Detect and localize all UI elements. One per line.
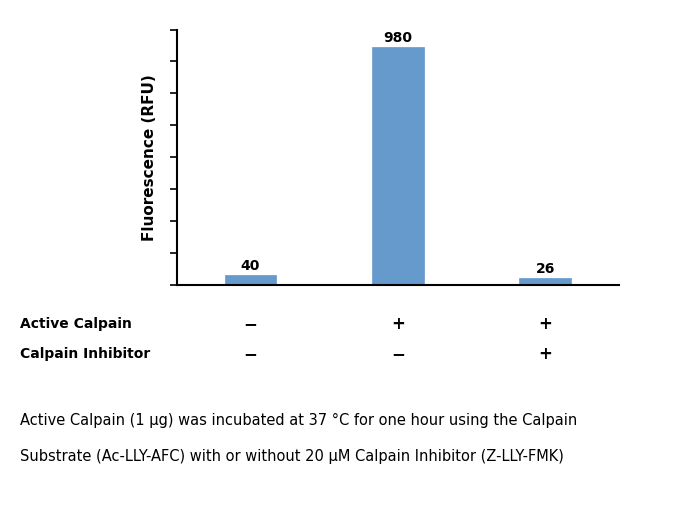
Text: Active Calpain (1 μg) was incubated at 37 °C for one hour using the Calpain: Active Calpain (1 μg) was incubated at 3… [20,412,577,428]
Text: −: − [243,345,258,363]
Text: 40: 40 [241,259,260,272]
Text: −: − [243,314,258,332]
Text: +: + [538,314,552,332]
Y-axis label: Fluorescence (RFU): Fluorescence (RFU) [141,75,156,241]
Text: 980: 980 [384,31,412,45]
Text: Calpain Inhibitor: Calpain Inhibitor [20,347,151,361]
Text: 26: 26 [535,262,555,276]
Text: −: − [391,345,405,363]
Text: +: + [538,345,552,363]
Text: +: + [391,314,405,332]
Text: Substrate (Ac-LLY-AFC) with or without 20 μM Calpain Inhibitor (Z-LLY-FMK): Substrate (Ac-LLY-AFC) with or without 2… [20,448,564,463]
Bar [520,279,571,285]
Text: Active Calpain: Active Calpain [20,316,133,330]
Bar [224,275,276,285]
Bar [372,47,424,285]
